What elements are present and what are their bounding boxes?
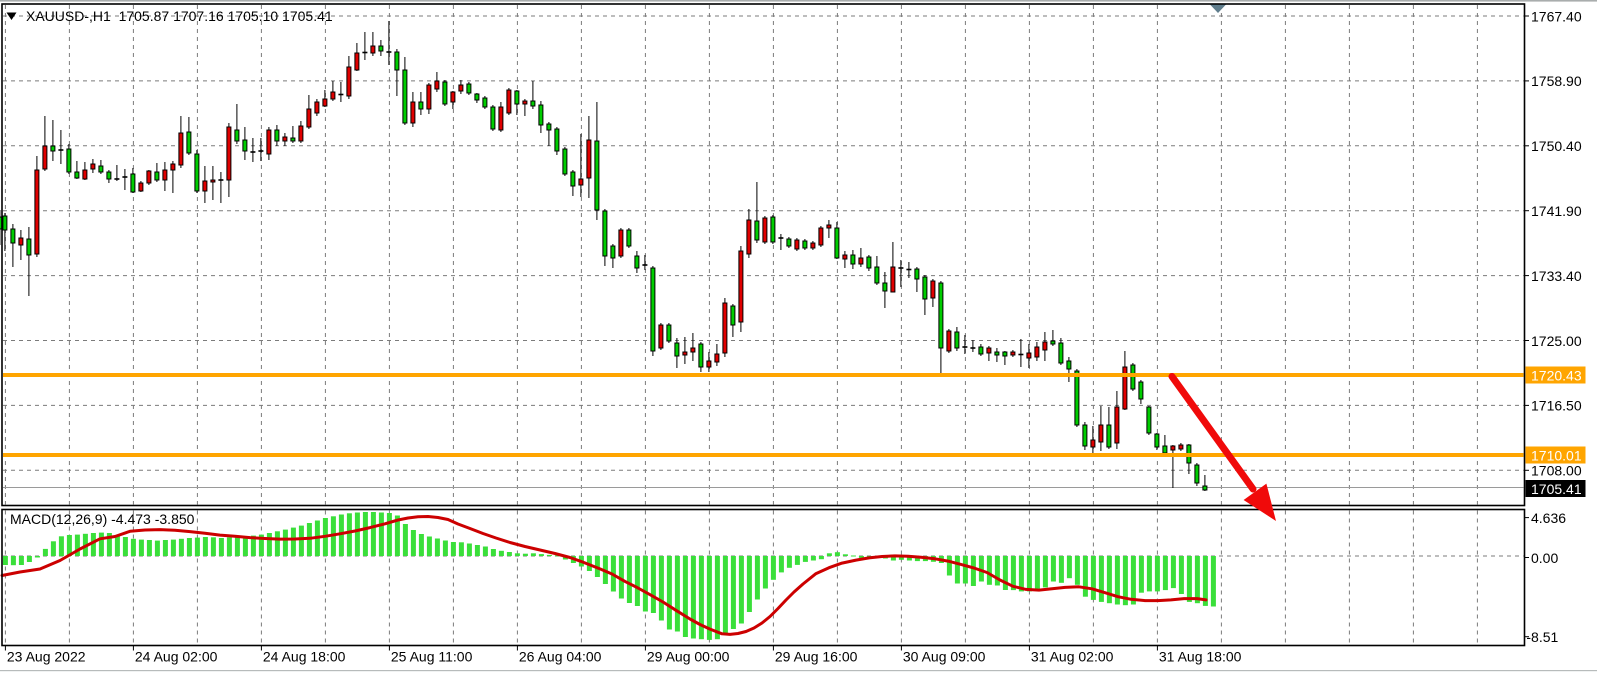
svg-text:31 Aug 02:00: 31 Aug 02:00 <box>1031 649 1114 665</box>
svg-text:1767.40: 1767.40 <box>1531 8 1582 24</box>
svg-text:26 Aug 04:00: 26 Aug 04:00 <box>519 649 602 665</box>
svg-text:1710.01: 1710.01 <box>1531 447 1582 463</box>
svg-text:1750.40: 1750.40 <box>1531 138 1582 154</box>
svg-text:1758.90: 1758.90 <box>1531 73 1582 89</box>
svg-text:1741.90: 1741.90 <box>1531 203 1582 219</box>
svg-text:29 Aug 00:00: 29 Aug 00:00 <box>647 649 730 665</box>
svg-text:25 Aug 11:00: 25 Aug 11:00 <box>391 649 473 665</box>
svg-text:1733.40: 1733.40 <box>1531 268 1582 284</box>
svg-text:29 Aug 16:00: 29 Aug 16:00 <box>775 649 858 665</box>
svg-text:4.636: 4.636 <box>1531 510 1566 526</box>
svg-text:24 Aug 02:00: 24 Aug 02:00 <box>135 649 218 665</box>
svg-text:1716.50: 1716.50 <box>1531 398 1582 414</box>
svg-text:1705.41: 1705.41 <box>1531 481 1582 497</box>
svg-text:XAUUSD-,H1 1705.87 1707.16 17: XAUUSD-,H1 1705.87 1707.16 1705.10 1705.… <box>26 8 333 24</box>
svg-text:31 Aug 18:00: 31 Aug 18:00 <box>1159 649 1242 665</box>
svg-text:MACD(12,26,9) -4.473 -3.850: MACD(12,26,9) -4.473 -3.850 <box>10 511 195 527</box>
svg-text:0.00: 0.00 <box>1531 550 1558 566</box>
svg-text:1720.43: 1720.43 <box>1531 367 1582 383</box>
svg-text:1725.00: 1725.00 <box>1531 333 1582 349</box>
svg-text:1708.00: 1708.00 <box>1531 463 1582 479</box>
svg-text:-8.51: -8.51 <box>1526 629 1558 645</box>
svg-text:23 Aug 2022: 23 Aug 2022 <box>7 649 86 665</box>
svg-text:30 Aug 09:00: 30 Aug 09:00 <box>903 649 986 665</box>
svg-text:24 Aug 18:00: 24 Aug 18:00 <box>263 649 346 665</box>
